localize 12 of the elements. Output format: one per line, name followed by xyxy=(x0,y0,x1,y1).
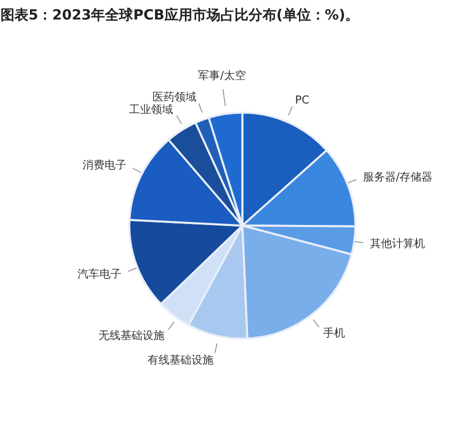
slice-label: 无线基础设施 xyxy=(98,328,164,342)
slice-label: 服务器/存储器 xyxy=(362,170,433,184)
slice-label: 手机 xyxy=(323,326,346,340)
slice-label: 汽车电子 xyxy=(78,267,122,280)
slice-label: 工业领域 xyxy=(128,102,173,116)
slice-label: 消费电子 xyxy=(82,158,127,172)
slice-label: PC xyxy=(294,93,310,106)
slice-label: 有线基础设施 xyxy=(147,353,214,366)
slice-label: 其他计算机 xyxy=(370,237,426,250)
slice-label: 军事/太空 xyxy=(198,69,246,82)
slice-label: 医药领域 xyxy=(152,90,196,104)
chart-title: 图表5：2023年全球PCB应用市场占比分布(单位：%)。 xyxy=(0,6,360,24)
